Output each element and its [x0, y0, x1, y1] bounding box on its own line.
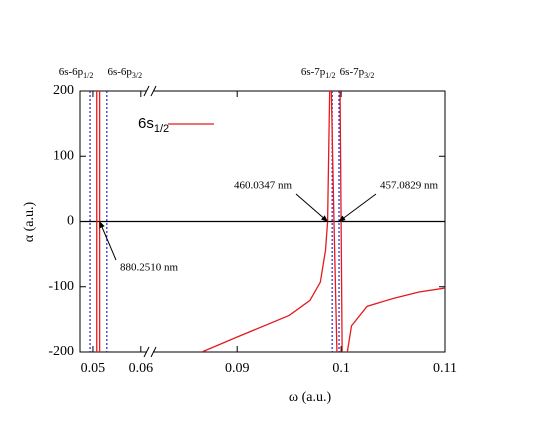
y-axis-label: α (a.u.) — [22, 201, 37, 242]
resonance-label-main: 6s-7p — [301, 66, 326, 78]
resonance-label-main: 6s-7p — [340, 66, 365, 78]
x-tick-label: 0.05 — [81, 361, 106, 376]
resonance-label-main: 6s-6p — [59, 66, 84, 78]
x-tick-label: 0.06 — [129, 361, 154, 376]
axis-break — [143, 346, 150, 358]
resonance-label: 6s-7p3/2 — [340, 66, 375, 80]
y-tick-label: 200 — [53, 83, 74, 98]
resonance-label: 6s-7p1/2 — [301, 66, 336, 80]
x-tick-label: 0.11 — [433, 361, 457, 376]
resonance-label-sub: 3/2 — [364, 71, 374, 80]
y-tick-label: -200 — [48, 344, 74, 359]
x-axis-label: ω (a.u.) — [289, 390, 332, 405]
y-tick-label: 0 — [67, 214, 74, 229]
annotation: 460.0347 nm — [234, 180, 293, 192]
axis-break — [150, 85, 157, 97]
y-tick-label: -100 — [48, 279, 74, 294]
axis-break — [143, 85, 150, 97]
annotation-arrow — [338, 193, 377, 222]
resonance-label-sub: 1/2 — [325, 71, 335, 80]
x-tick-label: 0.09 — [225, 361, 250, 376]
resonance-label: 6s-6p3/2 — [107, 66, 142, 80]
resonance-label-main: 6s-6p — [107, 66, 132, 78]
axis-break-gap — [147, 348, 153, 356]
annotation-arrow — [295, 193, 329, 222]
annotation: 880.2510 nm — [120, 262, 179, 274]
x-tick-label: 0.1 — [332, 361, 350, 376]
legend-label-main: 6s — [138, 115, 154, 132]
axis-break — [150, 346, 157, 358]
legend-label: 6s1/2 — [138, 115, 169, 135]
annotation: 457.0829 nm — [380, 180, 439, 192]
resonance-label-sub: 1/2 — [83, 71, 93, 80]
resonance-label-sub: 3/2 — [132, 71, 142, 80]
resonance-label: 6s-6p1/2 — [59, 66, 94, 80]
legend-label-sub: 1/2 — [154, 123, 169, 135]
annotation-arrow — [99, 220, 117, 261]
axis-break-gap — [147, 87, 153, 95]
y-tick-label: 100 — [53, 148, 74, 163]
